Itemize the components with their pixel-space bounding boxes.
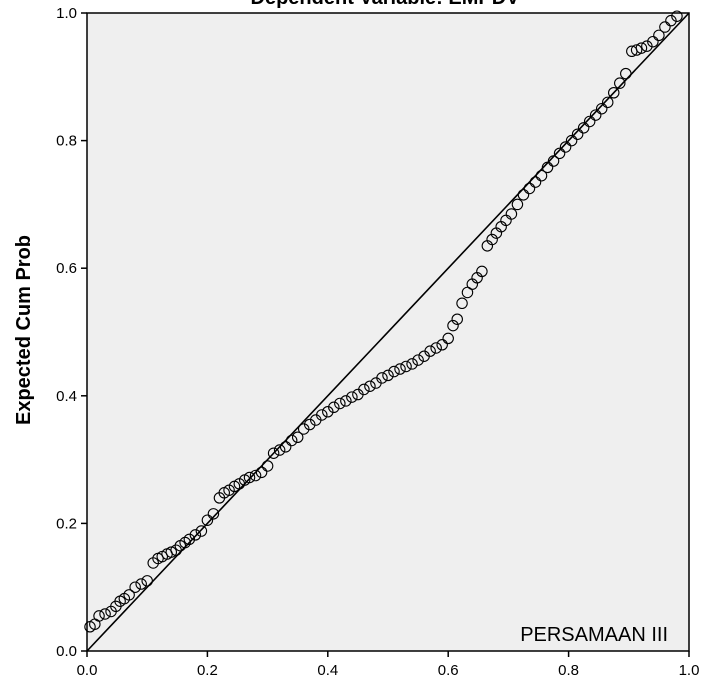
y-tick-label: 0.2 xyxy=(56,515,77,532)
x-tick-label: 0.4 xyxy=(317,662,338,679)
x-tick-label: 0.6 xyxy=(438,662,459,679)
data-point xyxy=(559,141,572,153)
data-point xyxy=(261,460,274,472)
data-point xyxy=(189,529,202,541)
data-point xyxy=(529,176,542,188)
data-point xyxy=(183,533,196,546)
data-point xyxy=(659,21,671,33)
data-point xyxy=(267,447,280,459)
data-point xyxy=(243,471,256,484)
data-point xyxy=(99,608,111,620)
data-point xyxy=(285,434,298,447)
data-point xyxy=(364,380,376,392)
data-point xyxy=(279,441,292,453)
data-point xyxy=(358,383,370,396)
data-points xyxy=(84,10,683,633)
data-point xyxy=(456,297,468,310)
data-point xyxy=(523,182,536,195)
data-point xyxy=(123,589,135,601)
data-point xyxy=(412,354,424,366)
data-point xyxy=(346,391,358,403)
data-point xyxy=(388,365,400,378)
data-point xyxy=(665,14,677,27)
x-axis: 0.0 0.2 0.4 0.6 0.8 1.0 xyxy=(77,651,700,679)
y-axis: 0.0 0.2 0.4 0.6 0.8 1.0 xyxy=(56,5,87,660)
data-point xyxy=(630,44,643,56)
data-point xyxy=(394,363,406,375)
data-point xyxy=(620,67,632,80)
data-point xyxy=(129,581,141,593)
data-point xyxy=(541,161,554,174)
data-point xyxy=(255,466,268,479)
data-point xyxy=(195,525,208,537)
data-point xyxy=(170,544,182,556)
data-point xyxy=(653,29,665,42)
y-tick-label: 0.8 xyxy=(56,133,77,150)
data-point xyxy=(451,313,463,325)
x-tick-label: 1.0 xyxy=(679,662,700,679)
data-point xyxy=(607,87,620,99)
data-point xyxy=(577,122,590,134)
data-point xyxy=(165,546,178,558)
data-point xyxy=(442,332,454,345)
data-point xyxy=(430,342,442,354)
data-point xyxy=(201,514,214,526)
data-point xyxy=(334,397,346,410)
data-point xyxy=(447,319,459,332)
y-tick-label: 0.4 xyxy=(56,388,77,405)
data-point xyxy=(671,10,683,22)
data-point xyxy=(647,35,659,48)
data-point xyxy=(476,265,488,278)
data-point xyxy=(641,40,653,52)
data-point xyxy=(595,102,608,115)
data-point xyxy=(553,147,566,160)
data-point xyxy=(535,169,548,182)
data-point xyxy=(141,575,153,587)
data-point xyxy=(376,372,388,384)
data-point xyxy=(340,395,352,407)
data-point xyxy=(400,360,412,373)
data-point xyxy=(93,610,105,622)
data-point xyxy=(135,578,147,590)
data-point xyxy=(565,134,578,147)
chart-title: Dependent Variable: EMPDV xyxy=(251,0,521,9)
x-tick-label: 0.0 xyxy=(77,662,98,679)
annotation-label: PERSAMAAN III xyxy=(520,624,668,646)
data-point xyxy=(571,128,584,140)
data-point xyxy=(249,469,262,482)
y-axis-label: Expected Cum Prob xyxy=(13,235,35,425)
data-point xyxy=(424,345,436,357)
x-tick-label: 0.8 xyxy=(558,662,579,679)
y-tick-label: 0.6 xyxy=(56,260,77,277)
data-point xyxy=(505,208,518,220)
data-point xyxy=(382,369,394,382)
data-point xyxy=(297,423,310,435)
data-point xyxy=(328,401,340,414)
data-point xyxy=(635,42,648,54)
data-point xyxy=(601,96,614,109)
data-point xyxy=(406,358,418,370)
y-tick-label: 1.0 xyxy=(56,5,77,22)
y-tick-label: 0.0 xyxy=(56,643,77,660)
data-point xyxy=(589,109,602,121)
data-point xyxy=(436,339,448,351)
data-point xyxy=(207,508,220,520)
data-point xyxy=(486,233,498,246)
data-point xyxy=(322,405,334,418)
data-point xyxy=(511,198,524,211)
data-point xyxy=(273,444,286,456)
data-point xyxy=(316,409,328,421)
data-point xyxy=(547,155,560,167)
data-point xyxy=(583,115,596,128)
data-point xyxy=(614,77,626,89)
data-point xyxy=(291,431,304,444)
data-point xyxy=(303,418,316,431)
x-tick-label: 0.2 xyxy=(197,662,218,679)
data-point xyxy=(517,189,530,201)
